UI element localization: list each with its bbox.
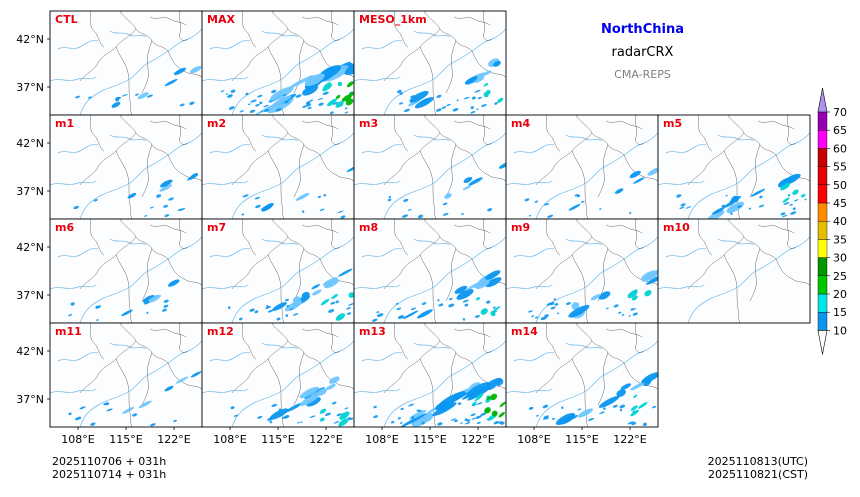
colorbar-tick-label: 35 — [833, 233, 847, 246]
panel-label-max: MAX — [207, 13, 235, 26]
panel-frame — [657, 218, 811, 324]
valid-time-cst: 2025110821(CST) — [708, 468, 808, 481]
colorbar-swatch — [817, 184, 828, 204]
colorbar-tick-label: 20 — [833, 288, 847, 301]
panel-label-m3: m3 — [359, 117, 378, 130]
map-panel-m8: m8 — [353, 218, 507, 324]
panel-label-ctl: CTL — [55, 13, 78, 26]
system-title: CMA-REPS — [614, 68, 671, 81]
lon-tick-label: 115°E — [109, 433, 142, 446]
lat-tick-label: 37°N — [16, 81, 44, 94]
valid-time-utc: 2025110813(UTC) — [707, 455, 808, 468]
map-panel-m10: m10 — [657, 218, 811, 324]
lon-tick-label: 108°E — [61, 433, 94, 446]
init-time-line-2: 2025110714 + 031h — [52, 468, 167, 481]
init-time-line-1: 2025110706 + 031h — [52, 455, 167, 468]
map-panel-m13: m13 — [353, 322, 507, 428]
lon-tick-label: 122°E — [461, 433, 494, 446]
panel-label-meso_1km: MESO_1km — [359, 13, 427, 26]
panel-label-m13: m13 — [359, 325, 386, 338]
panel-label-m6: m6 — [55, 221, 74, 234]
colorbar-swatch — [817, 293, 828, 313]
colorbar-swatch — [817, 202, 828, 222]
panel-label-m12: m12 — [207, 325, 234, 338]
panel-label-m4: m4 — [511, 117, 530, 130]
colorbar-extend-high — [817, 87, 828, 113]
colorbar-tick-label: 55 — [833, 161, 847, 174]
lat-tick-label: 42°N — [16, 345, 44, 358]
lon-tick-label: 115°E — [261, 433, 294, 446]
map-panel-meso_1km: MESO_1km — [353, 10, 507, 116]
lon-tick-label: 122°E — [157, 433, 190, 446]
colorbar-swatch — [817, 111, 828, 131]
colorbar-tick-label: 45 — [833, 197, 847, 210]
panel-label-m2: m2 — [207, 117, 226, 130]
valid-time-block: 2025110813(UTC) 2025110821(CST) — [708, 455, 808, 481]
colorbar-tick-label: 25 — [833, 270, 847, 283]
colorbar: 10 15 20 25 30 35 40 45 50 55 60 65 70 — [817, 87, 847, 355]
lon-tick-label: 108°E — [213, 433, 246, 446]
map-panel-ctl: CTL — [49, 10, 203, 116]
colorbar-swatch — [817, 312, 828, 331]
lon-tick-label: 108°E — [365, 433, 398, 446]
lat-tick-label: 37°N — [16, 393, 44, 406]
map-panel-m11: m11 — [49, 322, 203, 428]
map-panel-m2: m2 — [201, 114, 355, 220]
colorbar-swatch — [817, 148, 828, 167]
colorbar-swatch — [817, 220, 828, 240]
init-time-block: 2025110706 + 031h 2025110714 + 031h — [52, 455, 166, 481]
map-panel-m12: m12 — [201, 322, 355, 428]
panel-label-m11: m11 — [55, 325, 82, 338]
colorbar-tick-label: 60 — [833, 142, 847, 155]
lat-tick-label: 42°N — [16, 33, 44, 46]
variable-title: radarCRX — [611, 45, 674, 60]
lat-tick-label: 37°N — [16, 185, 44, 198]
map-panel-m1: m1 — [49, 114, 203, 220]
lon-tick-label: 115°E — [565, 433, 598, 446]
colorbar-swatch — [817, 129, 828, 149]
lat-tick-label: 42°N — [16, 137, 44, 150]
colorbar-tick-label: 50 — [833, 179, 847, 192]
lon-tick-label: 122°E — [613, 433, 646, 446]
map-panel-m3: m3 — [353, 114, 507, 220]
map-panel-m6: m6 — [49, 218, 203, 324]
colorbar-tick-label: 10 — [833, 324, 847, 337]
lon-tick-label: 108°E — [517, 433, 550, 446]
panel-label-m14: m14 — [511, 325, 538, 338]
colorbar-extend-low — [817, 330, 828, 355]
map-panel-m14: m14 — [505, 322, 659, 428]
panel-label-m10: m10 — [663, 221, 690, 234]
lat-tick-label: 37°N — [16, 289, 44, 302]
colorbar-tick-label: 30 — [833, 252, 847, 265]
region-title: NorthChina — [601, 22, 684, 37]
colorbar-tick-label: 15 — [833, 306, 847, 319]
map-panel-m5: m5 — [657, 114, 811, 220]
panel-label-m5: m5 — [663, 117, 682, 130]
map-panel-max: MAX — [201, 10, 355, 116]
map-panel-m4: m4 — [505, 114, 659, 220]
panel-label-m9: m9 — [511, 221, 530, 234]
colorbar-swatch — [817, 166, 828, 186]
panel-label-m7: m7 — [207, 221, 226, 234]
colorbar-swatch — [817, 239, 828, 258]
lon-tick-label: 115°E — [413, 433, 446, 446]
colorbar-swatch — [817, 275, 828, 295]
colorbar-tick-label: 40 — [833, 215, 847, 228]
lat-tick-label: 42°N — [16, 241, 44, 254]
map-panel-m7: m7 — [201, 218, 355, 324]
colorbar-swatch — [817, 257, 828, 277]
panel-label-m1: m1 — [55, 117, 74, 130]
lon-tick-label: 122°E — [309, 433, 342, 446]
map-panel-m9: m9 — [505, 218, 659, 324]
panel-label-m8: m8 — [359, 221, 378, 234]
colorbar-tick-label: 65 — [833, 124, 847, 137]
colorbar-tick-label: 70 — [833, 106, 847, 119]
